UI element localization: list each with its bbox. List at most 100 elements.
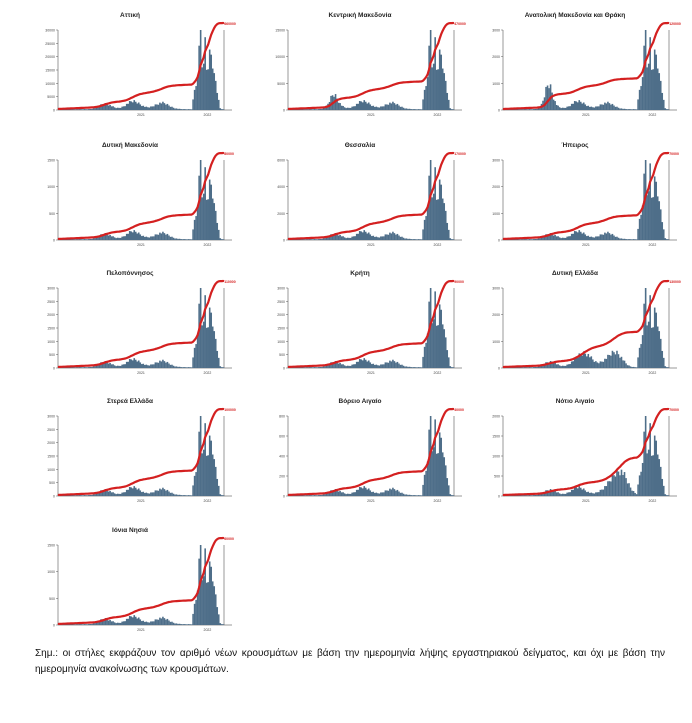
bar [661,92,664,110]
bar [306,367,308,368]
bar [76,495,78,496]
bar [440,309,443,368]
cumulative-value-label: 110000 [224,280,236,284]
bar [304,367,307,368]
bar [131,617,134,625]
bar [307,367,310,368]
bar [109,234,111,240]
bar [321,108,323,110]
bar [144,106,146,110]
bar [337,363,340,368]
bar [414,109,417,110]
x-tick-label: 2022 [204,628,212,632]
bar [303,367,305,368]
bar [109,490,111,496]
bar [133,358,136,368]
bar [426,333,429,368]
bar [118,493,120,496]
bar [655,312,658,368]
bar [363,486,366,496]
bar [137,488,140,496]
bar [190,367,193,368]
bar [360,101,363,110]
bar [371,106,373,110]
bar [560,108,562,110]
bar [596,492,599,496]
bar [112,236,114,240]
bar [213,73,216,110]
bar [148,365,151,368]
bar [608,233,611,240]
bar [355,103,358,110]
bar [118,365,120,368]
bar [386,104,388,110]
bar [425,216,427,240]
bar [366,489,369,496]
bar [551,362,553,368]
bar [88,494,90,496]
bar [193,475,196,496]
bar [552,491,555,496]
bar [322,366,325,368]
bar [414,239,417,240]
bar [408,366,411,368]
bar [592,493,594,496]
bar [319,495,322,496]
bar [656,196,659,240]
bar [145,106,148,110]
bar [410,367,412,368]
bar [124,236,126,240]
y-tick-label: 1000 [492,340,500,344]
bar [515,495,517,496]
x-tick-label: 2021 [582,113,590,117]
bar [452,109,455,110]
bar [380,492,382,496]
x-tick-label: 2022 [649,113,657,117]
bar [352,106,355,110]
bar [174,108,176,110]
bar [80,109,83,110]
bar [570,103,573,110]
chart-panel: Στερεά Ελλάδα 0 500 1000 1500 2000 2500 3000 100… [20,396,240,516]
bar [393,489,396,496]
bar [607,481,609,496]
bar [214,210,217,240]
bar [650,69,653,110]
bar [141,106,143,110]
bar [396,361,399,368]
bar [608,103,611,110]
bar [315,367,317,368]
bar [449,494,452,496]
bar [387,104,390,110]
bar [395,104,397,110]
bar [159,488,161,496]
bar [342,492,344,496]
bar [524,367,526,368]
bar [390,489,393,496]
bar [384,234,387,240]
bar [637,357,639,368]
bar [581,233,584,240]
bar [336,490,338,496]
bar [125,233,128,240]
bar [367,102,370,110]
bar [174,494,176,496]
bar [626,483,629,496]
bar [647,63,650,110]
bar [122,364,125,368]
bar [104,618,107,625]
bar [566,492,568,496]
bar [331,234,334,240]
bar [515,109,517,110]
bar [384,104,387,110]
bar [134,616,137,625]
bar [643,303,645,368]
bar [89,239,92,240]
bar [607,354,609,368]
bar [211,326,214,368]
bar [142,363,145,368]
bar [386,490,388,496]
bar [582,102,585,110]
bar [340,492,343,496]
bar [156,619,158,625]
